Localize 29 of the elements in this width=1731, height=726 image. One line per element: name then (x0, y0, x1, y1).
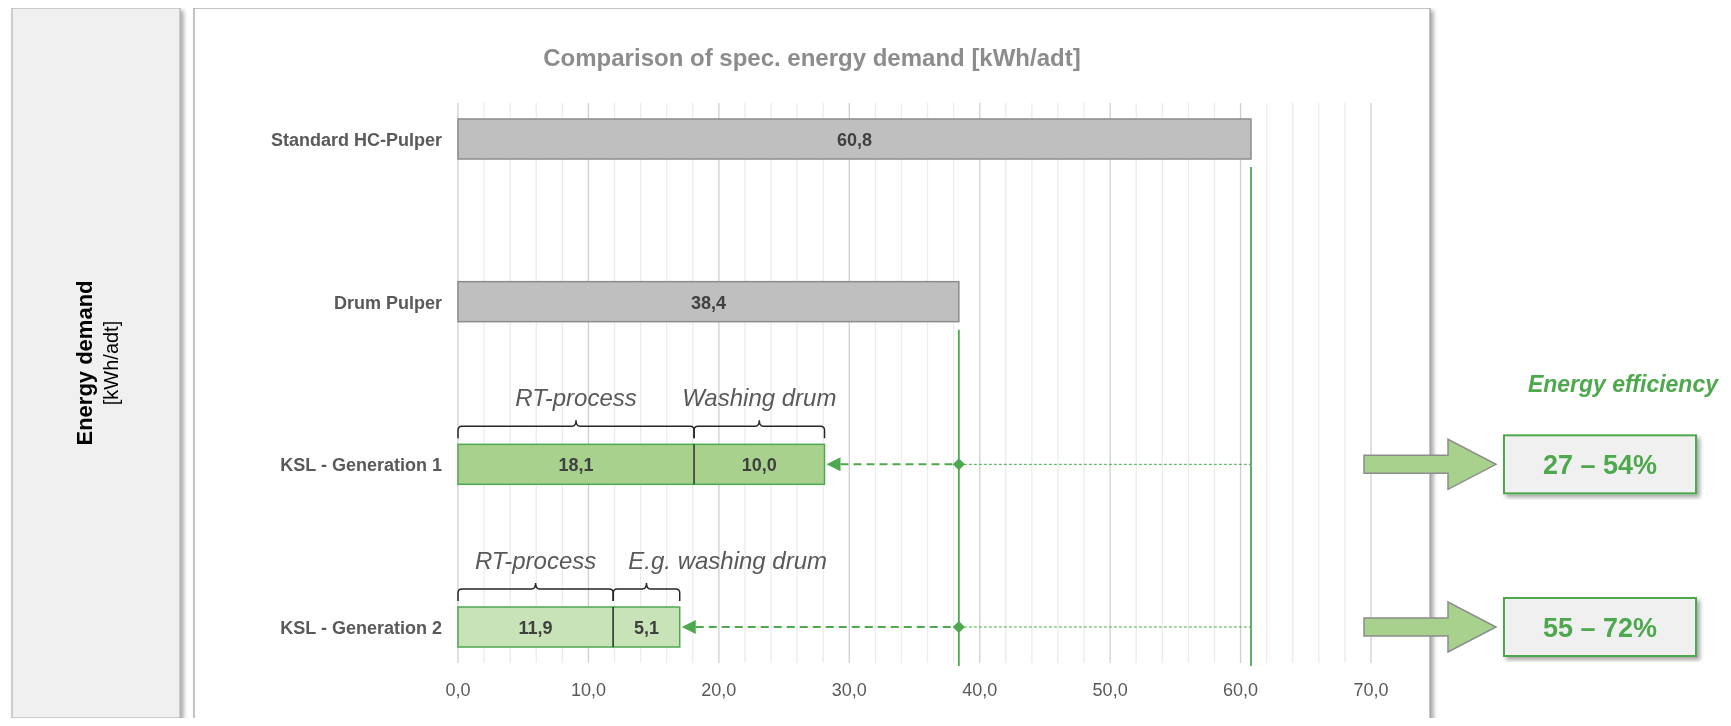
x-tick-label: 10,0 (570, 680, 606, 700)
data-label: 11,9 (518, 618, 553, 638)
annotation: RT-process (474, 547, 597, 574)
data-label: 60,8 (836, 130, 873, 150)
annotation: Washing drum (682, 384, 837, 412)
data-label: 18,1 (558, 455, 594, 476)
x-tick-label: 30,0 (831, 680, 867, 700)
text: 55 – 72% (1542, 613, 1658, 643)
x-tick-label: 50,0 (1092, 680, 1128, 700)
y-tick-label: KSL - Generation 2 (280, 618, 442, 638)
x-tick-label: 0,0 (445, 680, 471, 700)
annotation: E.g. washing drum (628, 547, 828, 574)
y-tick-label: Standard HC-Pulper (270, 130, 442, 150)
bar (457, 280, 960, 323)
data-label: 5,1 (633, 618, 659, 638)
x-tick-label: 70,0 (1353, 680, 1389, 700)
x-tick-label: 20,0 (701, 680, 737, 700)
y-tick-label: Drum Pulper (333, 292, 442, 313)
annotation: RT-process (515, 384, 637, 412)
text: 27 – 54% (1542, 450, 1658, 481)
data-label: 10,0 (741, 455, 777, 476)
bar (457, 118, 1252, 160)
x-tick-label: 60,0 (1223, 680, 1259, 700)
data-label: 38,4 (690, 292, 726, 313)
text: Energy demand [kWh/adt] (72, 280, 122, 446)
chart-title: Comparison of spec. energy demand [kWh/adt] (543, 44, 1081, 71)
x-tick-label: 40,0 (962, 680, 998, 700)
y-tick-label: KSL - Generation 1 (280, 455, 442, 476)
text: Energy efficiency (1527, 371, 1720, 398)
